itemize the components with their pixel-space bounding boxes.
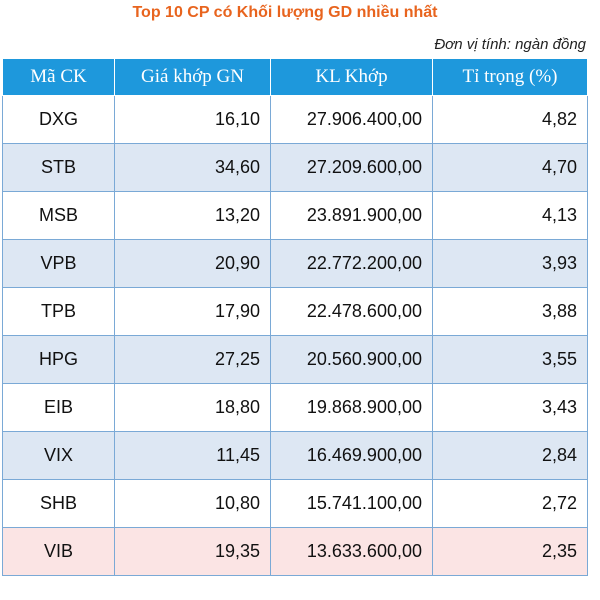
stock-table: Mã CK Giá khớp GN KL Khớp Tỉ trọng (%) D…: [2, 58, 588, 576]
volume-cell: 13.633.600,00: [270, 527, 433, 576]
price-cell: 18,80: [114, 383, 271, 432]
price-cell: 34,60: [114, 143, 271, 192]
table-row: VIB 19,35 13.633.600,00 2,35: [2, 527, 588, 576]
share-cell: 4,13: [432, 191, 588, 240]
code-cell: MSB: [2, 191, 115, 240]
volume-cell: 27.906.400,00: [270, 95, 433, 144]
volume-cell: 27.209.600,00: [270, 143, 433, 192]
code-cell: VIB: [2, 527, 115, 576]
table-row: DXG 16,10 27.906.400,00 4,82: [2, 95, 588, 144]
volume-cell: 23.891.900,00: [270, 191, 433, 240]
share-cell: 3,55: [432, 335, 588, 384]
code-cell: STB: [2, 143, 115, 192]
share-cell: 3,88: [432, 287, 588, 336]
chart-title: Top 10 CP có Khối lượng GD nhiều nhất: [132, 4, 438, 21]
price-cell: 27,25: [114, 335, 271, 384]
code-cell: HPG: [2, 335, 115, 384]
table-body: DXG 16,10 27.906.400,00 4,82 STB 34,60 27.209.…: [2, 95, 588, 576]
share-cell: 4,82: [432, 95, 588, 144]
code-cell: VPB: [2, 239, 115, 288]
share-cell: 2,84: [432, 431, 588, 480]
table-row: SHB 10,80 15.741.100,00 2,72: [2, 479, 588, 528]
table-row: TPB 17,90 22.478.600,00 3,88: [2, 287, 588, 336]
table-row: STB 34,60 27.209.600,00 4,70: [2, 143, 588, 192]
code-cell: EIB: [2, 383, 115, 432]
code-cell: DXG: [2, 95, 115, 144]
price-cell: 11,45: [114, 431, 271, 480]
volume-cell: 20.560.900,00: [270, 335, 433, 384]
table-row: HPG 27,25 20.560.900,00 3,55: [2, 335, 588, 384]
code-cell: TPB: [2, 287, 115, 336]
price-cell: 10,80: [114, 479, 271, 528]
code-cell: VIX: [2, 431, 115, 480]
header-share: Tỉ trọng (%): [432, 58, 588, 96]
price-cell: 17,90: [114, 287, 271, 336]
volume-cell: 16.469.900,00: [270, 431, 433, 480]
volume-cell: 19.868.900,00: [270, 383, 433, 432]
header-row: Mã CK Giá khớp GN KL Khớp Tỉ trọng (%): [2, 58, 588, 96]
table-row: EIB 18,80 19.868.900,00 3,43: [2, 383, 588, 432]
share-cell: 3,93: [432, 239, 588, 288]
header-code: Mã CK: [2, 58, 115, 96]
header-volume: KL Khớp: [270, 58, 433, 96]
price-cell: 16,10: [114, 95, 271, 144]
price-cell: 19,35: [114, 527, 271, 576]
table-row: MSB 13,20 23.891.900,00 4,13: [2, 191, 588, 240]
price-cell: 13,20: [114, 191, 271, 240]
code-cell: SHB: [2, 479, 115, 528]
volume-cell: 22.772.200,00: [270, 239, 433, 288]
volume-cell: 15.741.100,00: [270, 479, 433, 528]
table-row: VPB 20,90 22.772.200,00 3,93: [2, 239, 588, 288]
share-cell: 4,70: [432, 143, 588, 192]
header-price: Giá khớp GN: [114, 58, 271, 96]
share-cell: 2,35: [432, 527, 588, 576]
share-cell: 2,72: [432, 479, 588, 528]
share-cell: 3,43: [432, 383, 588, 432]
unit-note: Đơn vị tính: ngàn đồng: [434, 36, 586, 53]
price-cell: 20,90: [114, 239, 271, 288]
table-row: VIX 11,45 16.469.900,00 2,84: [2, 431, 588, 480]
volume-cell: 22.478.600,00: [270, 287, 433, 336]
